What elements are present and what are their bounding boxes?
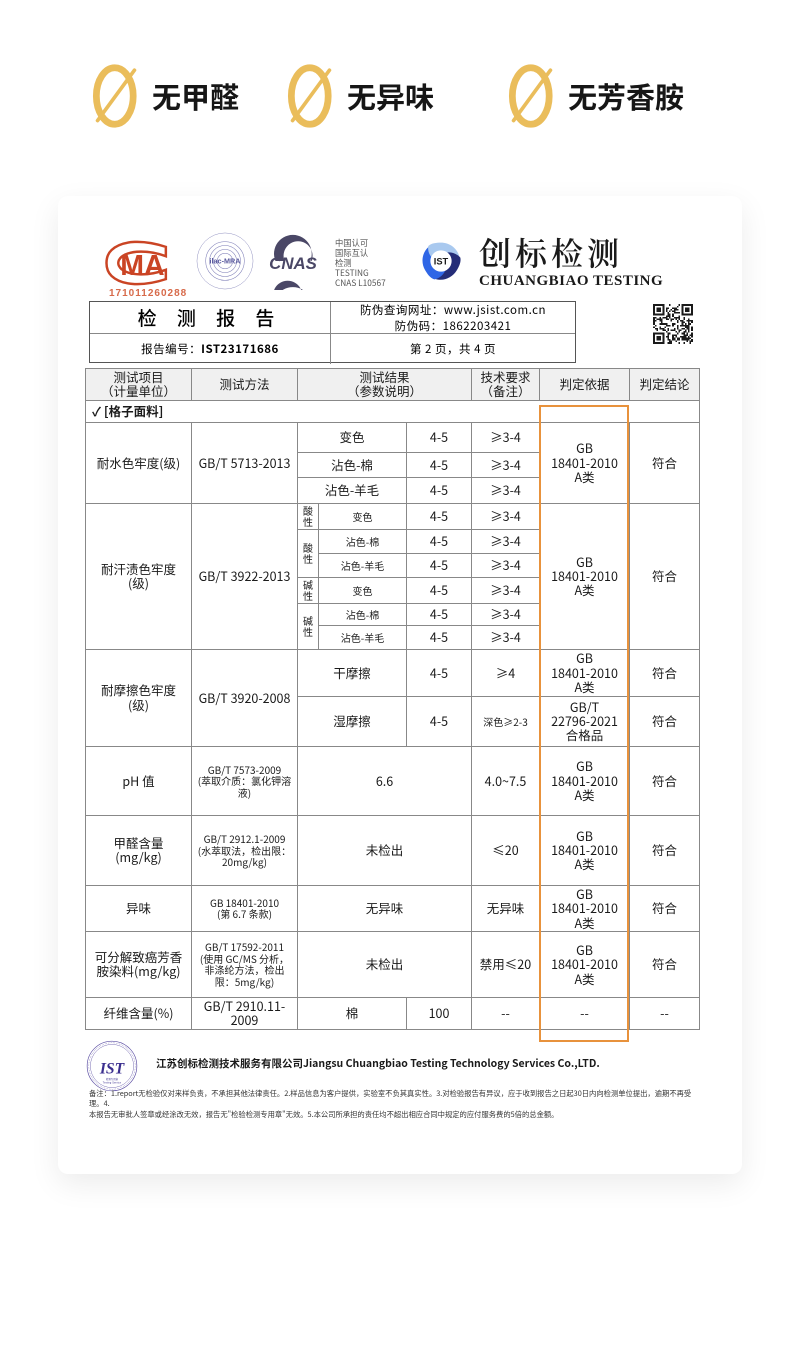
- svg-text:检测专用章: 检测专用章: [106, 1077, 119, 1081]
- svg-text:MA: MA: [120, 250, 164, 282]
- svg-text:ilac-MRA: ilac-MRA: [209, 256, 241, 265]
- svg-text:IST: IST: [434, 256, 449, 266]
- svg-text:IST: IST: [99, 1061, 126, 1078]
- svg-text:Testing Service: Testing Service: [103, 1082, 122, 1085]
- svg-text:CNAS: CNAS: [269, 254, 317, 273]
